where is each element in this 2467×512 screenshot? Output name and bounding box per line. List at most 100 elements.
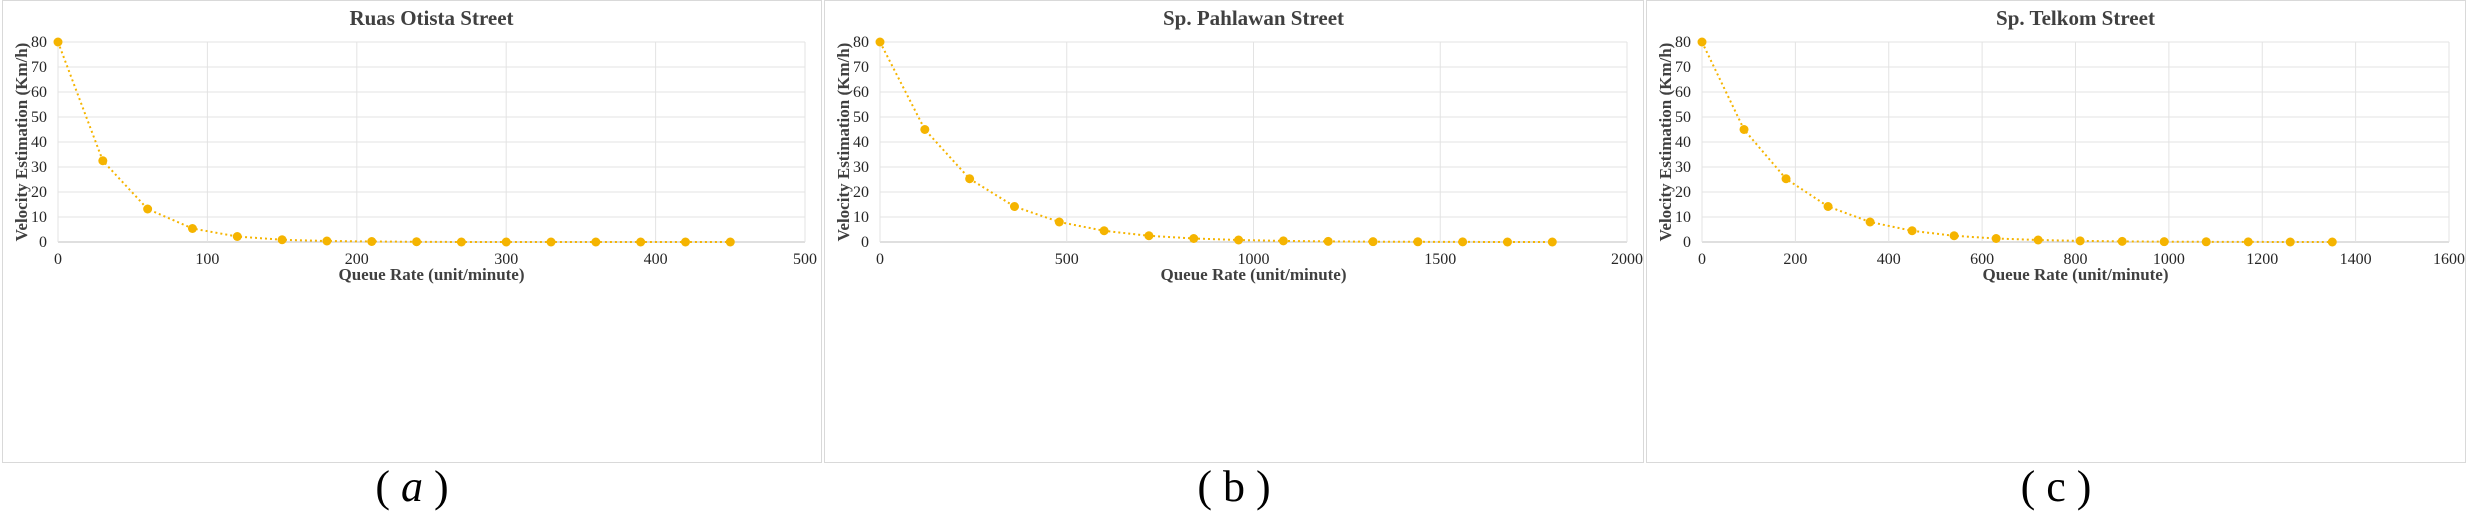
chart-c-point-0 <box>1697 37 1707 47</box>
chart-c-ytick-1: 10 <box>1675 209 1691 226</box>
chart-a-ytick-6: 60 <box>31 84 47 101</box>
chart-a-point-9 <box>456 237 466 247</box>
chart-c-point-8 <box>2033 235 2043 245</box>
chart-c-xtick-6: 1200 <box>2246 251 2278 268</box>
chart-a-ylabel: Velocity Estimation (Km/h) <box>12 43 31 242</box>
chart-c-point-2 <box>1781 174 1791 184</box>
chart-c-ytick-6: 60 <box>1675 84 1691 101</box>
chart-c-point-11 <box>2159 237 2169 247</box>
chart-b-ytick-3: 30 <box>853 159 869 176</box>
chart-c-point-1 <box>1739 125 1749 134</box>
chart-c-ytick-2: 20 <box>1675 184 1691 201</box>
chart-c-xtick-3: 600 <box>1970 251 1994 268</box>
chart-b-point-11 <box>1368 237 1378 247</box>
chart-a-xlabel: Queue Rate (unit/minute) <box>338 265 524 284</box>
chart-a-ytick-5: 50 <box>31 109 47 126</box>
chart-a-ytick-7: 70 <box>31 59 47 76</box>
caption-c-close: ) <box>2076 462 2092 511</box>
caption-a-open: ( <box>375 462 390 511</box>
chart-a-ytick-1: 10 <box>31 209 47 226</box>
caption-c: ( c ) <box>1646 462 2466 512</box>
chart-a-title: Ruas Otista Street <box>349 6 513 30</box>
caption-b: ( b ) <box>824 462 1644 512</box>
chart-c-point-13 <box>2243 237 2253 247</box>
chart-b-point-2 <box>965 174 975 184</box>
chart-b-xtick-0: 0 <box>876 251 884 268</box>
chart-a-xtick-3: 300 <box>494 251 518 268</box>
chart-b-point-14 <box>1502 237 1512 247</box>
chart-a-xtick-5: 500 <box>793 251 817 268</box>
chart-a-point-1 <box>98 156 108 166</box>
chart-c-title: Sp. Telkom Street <box>1996 6 2155 30</box>
chart-c-ytick-8: 80 <box>1675 34 1691 51</box>
chart-c-point-15 <box>2327 237 2337 247</box>
chart-a-svg: Ruas Otista Street 0 10 20 30 40 50 60 70 80 0 100 2… <box>12 6 817 284</box>
chart-c-point-9 <box>2075 236 2085 246</box>
caption-b-close: ) <box>1256 462 1271 511</box>
chart-b-ytick-1: 10 <box>853 209 869 226</box>
chart-b-ytick-0: 0 <box>861 234 869 251</box>
chart-b-title: Sp. Pahlawan Street <box>1163 6 1344 30</box>
chart-c-xtick-2: 400 <box>1877 251 1901 268</box>
chart-a-ytick-4: 40 <box>31 134 47 151</box>
chart-c-xtick-8: 1600 <box>2433 251 2465 268</box>
chart-a-xtick-1: 100 <box>195 251 219 268</box>
chart-b-point-0 <box>875 37 885 47</box>
chart-c-point-6 <box>1949 231 1959 241</box>
chart-a-point-10 <box>501 237 511 247</box>
chart-b-ytick-6: 60 <box>853 84 869 101</box>
chart-b-ytick-4: 40 <box>853 134 869 151</box>
chart-panel-b: Sp. Pahlawan Street 0 10 20 30 40 50 60 70 80 0 500… <box>824 0 1644 463</box>
chart-a-point-15 <box>725 237 735 247</box>
chart-b-ylabel: Velocity Estimation (Km/h) <box>834 43 853 242</box>
chart-b-point-9 <box>1278 236 1288 246</box>
chart-a-ytick-8: 80 <box>31 34 47 51</box>
chart-c-ytick-7: 70 <box>1675 59 1691 76</box>
chart-panel-a: Ruas Otista Street 0 10 20 30 40 50 60 70 80 0 100 2… <box>2 0 822 463</box>
chart-a-point-7 <box>367 237 377 246</box>
chart-a-ytick-3: 30 <box>31 159 47 176</box>
chart-c-ytick-4: 40 <box>1675 134 1691 151</box>
chart-b-xtick-4: 2000 <box>1611 251 1643 268</box>
chart-a-point-13 <box>636 237 646 247</box>
caption-b-open: ( <box>1197 462 1212 511</box>
chart-b-point-6 <box>1144 231 1154 241</box>
chart-a-point-6 <box>322 236 332 246</box>
chart-a-xtick-4: 400 <box>644 251 668 268</box>
chart-a-point-14 <box>680 237 690 247</box>
chart-c-point-3 <box>1823 202 1833 211</box>
chart-a-xtick-0: 0 <box>54 251 62 268</box>
chart-b-point-12 <box>1413 237 1423 247</box>
chart-b-svg: Sp. Pahlawan Street 0 10 20 30 40 50 60 70 80 0 500… <box>834 6 1643 284</box>
chart-c-point-7 <box>1991 234 2001 243</box>
chart-a-ytick-2: 20 <box>31 184 47 201</box>
caption-a: ( a ) <box>2 462 822 512</box>
chart-c-trendline <box>1701 41 2333 243</box>
chart-b-point-10 <box>1323 236 1333 246</box>
chart-c-xlabel: Queue Rate (unit/minute) <box>1982 265 2168 284</box>
chart-b-trendline <box>879 41 1553 243</box>
chart-b-point-15 <box>1547 237 1557 247</box>
chart-b-xtick-3: 1500 <box>1424 251 1456 268</box>
chart-b-point-1 <box>920 125 930 134</box>
chart-c-ylabel: Velocity Estimation (Km/h) <box>1656 43 1675 242</box>
caption-c-letter: c <box>2046 462 2066 511</box>
chart-b-ytick-8: 80 <box>853 34 869 51</box>
caption-b-letter: b <box>1223 462 1245 511</box>
chart-b-ytick-7: 70 <box>853 59 869 76</box>
chart-c-point-12 <box>2201 237 2211 247</box>
chart-b-point-4 <box>1054 217 1064 227</box>
chart-b-point-7 <box>1189 234 1199 243</box>
chart-a-point-5 <box>277 235 287 245</box>
chart-a-xtick-2: 200 <box>345 251 369 268</box>
chart-a-point-0 <box>53 37 63 47</box>
chart-c-point-10 <box>2117 236 2127 246</box>
chart-c-ytick-0: 0 <box>1683 234 1691 251</box>
chart-c-xtick-5: 1000 <box>2153 251 2185 268</box>
chart-c-xtick-7: 1400 <box>2340 251 2372 268</box>
chart-b-xtick-1: 500 <box>1055 251 1079 268</box>
chart-a-point-4 <box>232 232 242 241</box>
chart-b-xlabel: Queue Rate (unit/minute) <box>1160 265 1346 284</box>
chart-b-point-8 <box>1234 235 1244 245</box>
